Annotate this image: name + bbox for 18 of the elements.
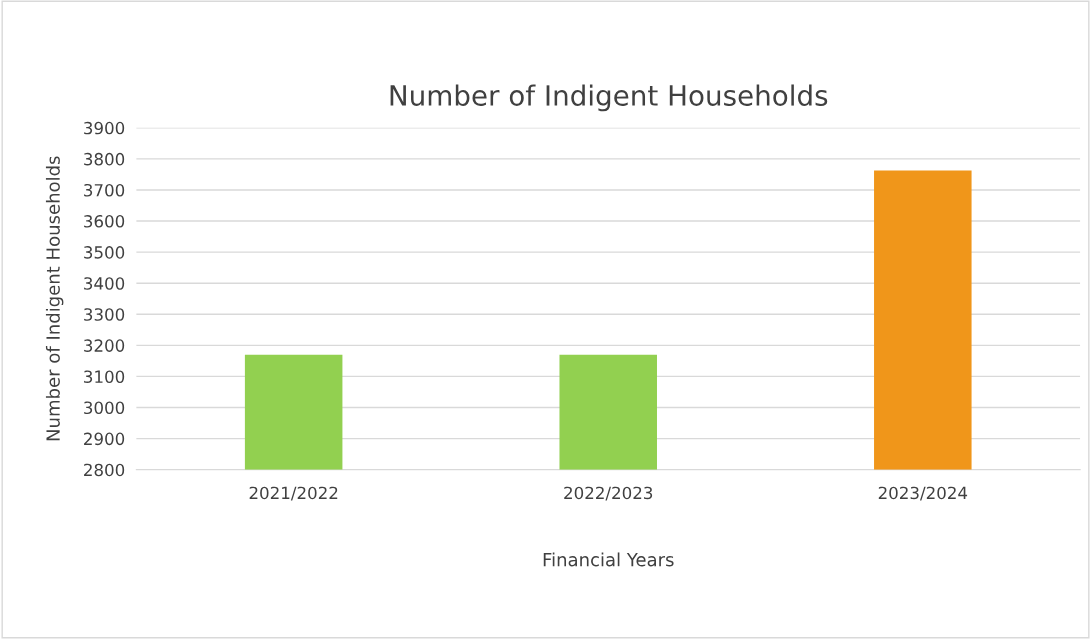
chart-title: Number of Indigent Households xyxy=(390,84,828,112)
y-tick-label: 3000 xyxy=(84,401,125,415)
x-tick-label: 2023/2024 xyxy=(878,486,968,501)
y-tick-label: 2800 xyxy=(84,463,125,477)
y-tick-label: 3600 xyxy=(84,215,125,228)
x-tick-label: 2022/2023 xyxy=(564,486,653,501)
y-tick-label: 2900 xyxy=(84,432,125,446)
y-tick-label: 3800 xyxy=(84,152,125,166)
y-tick-label: 3500 xyxy=(84,246,125,259)
y-tick-label: 3900 xyxy=(84,121,125,135)
y-axis-title: Number of Indigent Households xyxy=(45,156,64,441)
y-tick-label: 3700 xyxy=(84,183,125,197)
x-tick-label: 2021/2022 xyxy=(249,486,338,501)
y-tick-label: 3400 xyxy=(84,277,125,290)
y-tick-label: 3100 xyxy=(84,370,125,383)
x-axis-title: Financial Years xyxy=(543,552,674,567)
y-tick-label: 3200 xyxy=(84,339,125,352)
y-tick-label: 3300 xyxy=(84,308,125,321)
